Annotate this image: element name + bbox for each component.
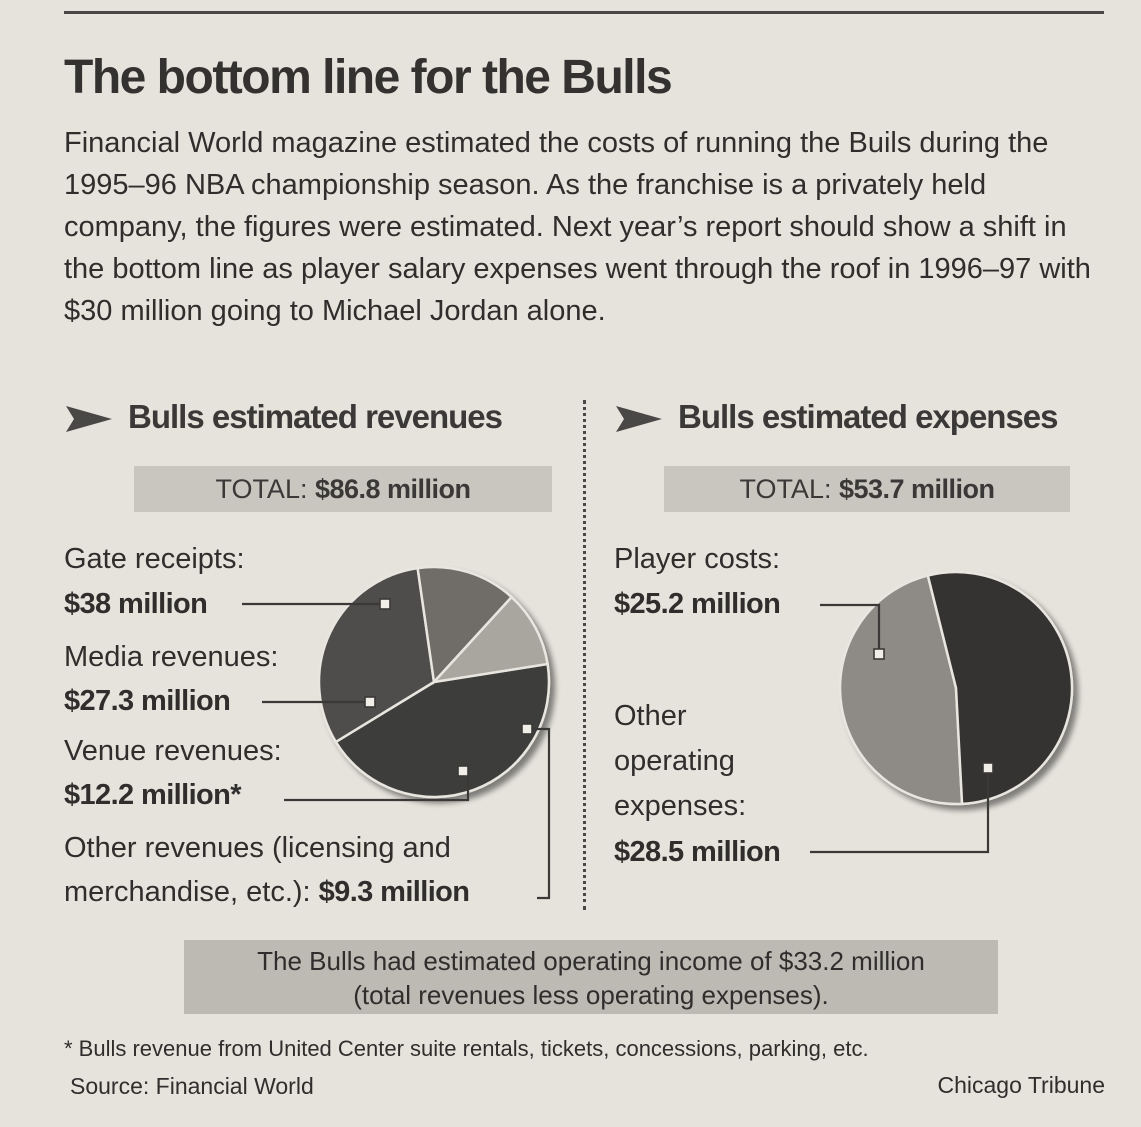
note-line-1: The Bulls had estimated operating income… — [257, 946, 925, 976]
player-costs-label: Player costs: — [614, 543, 780, 575]
other-revenue-label-line2: merchandise, etc.): $9.3 million — [64, 874, 470, 910]
arrow-icon — [616, 406, 662, 433]
other-revenue-label-cont: merchandise, etc.): — [64, 876, 319, 908]
source-credit: Source: Financial World — [70, 1073, 314, 1099]
expenses-pie — [838, 570, 1074, 806]
gate-value: $38 million — [64, 588, 208, 620]
revenues-total-prefix: TOTAL: — [215, 474, 315, 504]
expenses-total-bar: TOTAL: $53.7 million — [664, 466, 1070, 512]
note-line-2: (total revenues less operating expenses)… — [353, 980, 829, 1010]
revenues-heading-text: Bulls estimated revenues — [128, 398, 503, 435]
other-revenues-leader — [527, 727, 551, 900]
expenses-heading: Bulls estimated expenses — [614, 398, 1059, 436]
footnote: * Bulls revenue from United Center suite… — [64, 1036, 869, 1061]
intro-paragraph: Financial World magazine estimated the c… — [64, 127, 1091, 327]
player-costs-leader — [820, 603, 881, 654]
gate-label: Gate receipts: — [64, 543, 245, 575]
leader-lines — [242, 598, 994, 900]
expenses-total-prefix: TOTAL: — [739, 474, 839, 504]
revenues-heading: Bulls estimated revenues — [64, 398, 503, 436]
venue-label: Venue revenues: — [64, 735, 282, 767]
other-operating-expenses-marker — [982, 762, 994, 774]
column-divider — [583, 400, 586, 910]
other-expenses-label-line2: operating — [614, 745, 735, 777]
slice-other-operating-expenses — [926, 570, 1074, 806]
media-label: Media revenues: — [64, 641, 279, 673]
publisher-credit: Chicago Tribune — [937, 1072, 1106, 1098]
other-revenues-marker — [521, 723, 533, 735]
operating-income-note: The Bulls had estimated operating income… — [184, 940, 998, 1014]
venue-revenues-leader — [284, 771, 470, 802]
gate-receipts-marker — [379, 598, 391, 610]
player-costs-marker — [873, 648, 885, 660]
other-revenue-label: Other revenues (licensing and — [64, 832, 451, 864]
top-rule — [64, 11, 1104, 14]
other-expenses-label-line3: expenses: — [614, 790, 747, 822]
other-expenses-value: $28.5 million — [614, 836, 781, 868]
other-revenue-value: $9.3 million — [318, 876, 470, 908]
slice-gate-receipts — [334, 662, 551, 799]
expenses-heading-text: Bulls estimated expenses — [678, 398, 1059, 435]
other-operating-expenses-leader — [810, 768, 990, 854]
slice-media-revenues — [317, 566, 436, 744]
revenues-total-value: $86.8 million — [314, 474, 471, 504]
venue-revenues-marker — [457, 765, 469, 777]
media-value: $27.3 million — [64, 685, 231, 717]
slice-other-revenues — [430, 595, 550, 684]
expenses-total-value: $53.7 million — [838, 474, 995, 504]
slice-venue-revenues — [416, 565, 514, 685]
venue-value: $12.2 million* — [64, 779, 242, 811]
media-revenues-marker — [364, 696, 376, 708]
revenues-total-bar: TOTAL: $86.8 million — [134, 466, 552, 512]
headline: The bottom line for the Bulls — [64, 51, 673, 104]
slice-player-costs — [838, 573, 964, 806]
player-costs-value: $25.2 million — [614, 588, 781, 620]
other-expenses-label: Other — [614, 700, 687, 732]
revenues-pie — [317, 565, 551, 799]
arrow-icon — [66, 406, 112, 433]
